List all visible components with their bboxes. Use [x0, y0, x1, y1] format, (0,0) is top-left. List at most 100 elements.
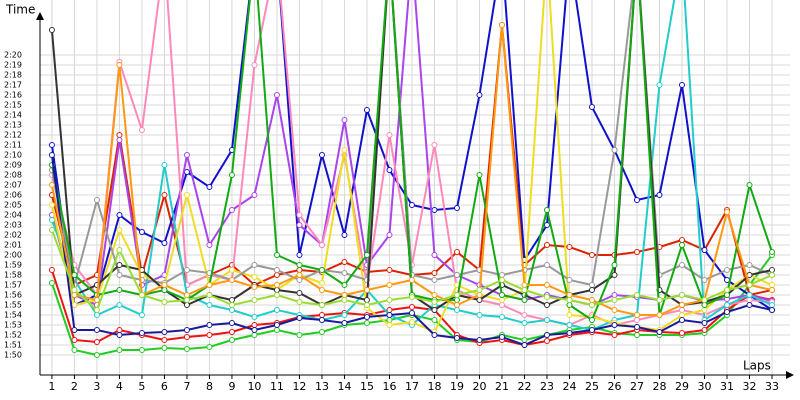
- point: [71, 292, 78, 298]
- point: [768, 302, 775, 308]
- point: [386, 317, 393, 323]
- point: [296, 267, 303, 273]
- y-tick-label: 2:18: [4, 71, 22, 80]
- point: [678, 302, 685, 308]
- point: [656, 82, 663, 88]
- point: [498, 302, 505, 308]
- point: [431, 207, 438, 213]
- x-axis-arrow: [786, 371, 794, 379]
- y-axis-title: Time: [5, 3, 35, 17]
- x-tick-label: 8: [206, 380, 213, 393]
- point: [93, 197, 100, 203]
- point: [183, 327, 190, 333]
- point: [476, 292, 483, 298]
- point: [228, 207, 235, 213]
- point: [183, 346, 190, 352]
- point: [498, 272, 505, 278]
- point: [161, 299, 168, 305]
- point: [476, 172, 483, 178]
- point: [341, 312, 348, 318]
- point: [633, 197, 640, 203]
- point: [273, 322, 280, 328]
- y-tick-label: 1:55: [4, 301, 22, 310]
- y-tick-label: 2:15: [4, 101, 22, 110]
- point: [318, 280, 325, 286]
- point: [543, 338, 550, 344]
- point: [161, 345, 168, 351]
- point: [678, 242, 685, 248]
- point: [431, 292, 438, 298]
- point: [723, 309, 730, 315]
- point: [723, 209, 730, 215]
- tick-labels: 1:501:511:521:531:541:551:561:571:581:59…: [4, 51, 779, 394]
- x-tick-label: 4: [116, 380, 123, 393]
- y-tick-label: 2:09: [4, 161, 22, 170]
- point: [296, 262, 303, 268]
- point: [408, 310, 415, 316]
- point: [476, 92, 483, 98]
- point: [71, 287, 78, 293]
- point: [656, 192, 663, 198]
- point: [228, 172, 235, 178]
- point: [656, 329, 663, 335]
- point: [116, 212, 123, 218]
- point: [498, 314, 505, 320]
- point: [251, 332, 258, 338]
- point: [251, 314, 258, 320]
- point: [363, 320, 370, 326]
- point: [521, 282, 528, 288]
- point: [566, 244, 573, 250]
- point: [341, 297, 348, 303]
- point: [251, 322, 258, 328]
- y-tick-label: 1:54: [4, 311, 22, 320]
- point: [251, 284, 258, 290]
- point: [251, 262, 258, 268]
- point: [228, 320, 235, 326]
- point: [453, 297, 460, 303]
- x-tick-label: 10: [247, 380, 261, 393]
- point: [183, 152, 190, 158]
- x-tick-label: 16: [382, 380, 396, 393]
- y-axis-arrow: [36, 12, 44, 20]
- point: [71, 302, 78, 308]
- point: [341, 117, 348, 123]
- point: [296, 212, 303, 218]
- point: [273, 267, 280, 273]
- x-axis-title: Laps: [743, 359, 771, 373]
- y-tick-label: 1:52: [4, 331, 22, 340]
- point: [678, 307, 685, 313]
- point: [228, 337, 235, 343]
- x-tick-label: 14: [337, 380, 351, 393]
- x-tick-label: 18: [427, 380, 441, 393]
- point: [206, 302, 213, 308]
- point: [183, 192, 190, 198]
- point: [93, 352, 100, 358]
- point: [701, 327, 708, 333]
- point: [521, 297, 528, 303]
- y-tick-label: 2:04: [4, 211, 22, 220]
- point: [296, 332, 303, 338]
- point: [48, 217, 55, 223]
- y-tick-label: 1:56: [4, 291, 22, 300]
- point: [611, 292, 618, 298]
- point: [611, 307, 618, 313]
- point: [116, 227, 123, 233]
- point: [633, 332, 640, 338]
- point: [206, 332, 213, 338]
- point: [768, 272, 775, 278]
- point: [701, 247, 708, 253]
- point: [363, 287, 370, 293]
- point: [498, 292, 505, 298]
- x-tick-label: 27: [630, 380, 644, 393]
- point: [183, 334, 190, 340]
- point: [206, 292, 213, 298]
- point: [48, 142, 55, 148]
- point: [116, 132, 123, 138]
- point: [566, 330, 573, 336]
- x-tick-label: 20: [472, 380, 486, 393]
- x-tick-label: 7: [183, 380, 190, 393]
- point: [723, 267, 730, 273]
- point: [431, 270, 438, 276]
- point: [768, 307, 775, 313]
- point: [746, 182, 753, 188]
